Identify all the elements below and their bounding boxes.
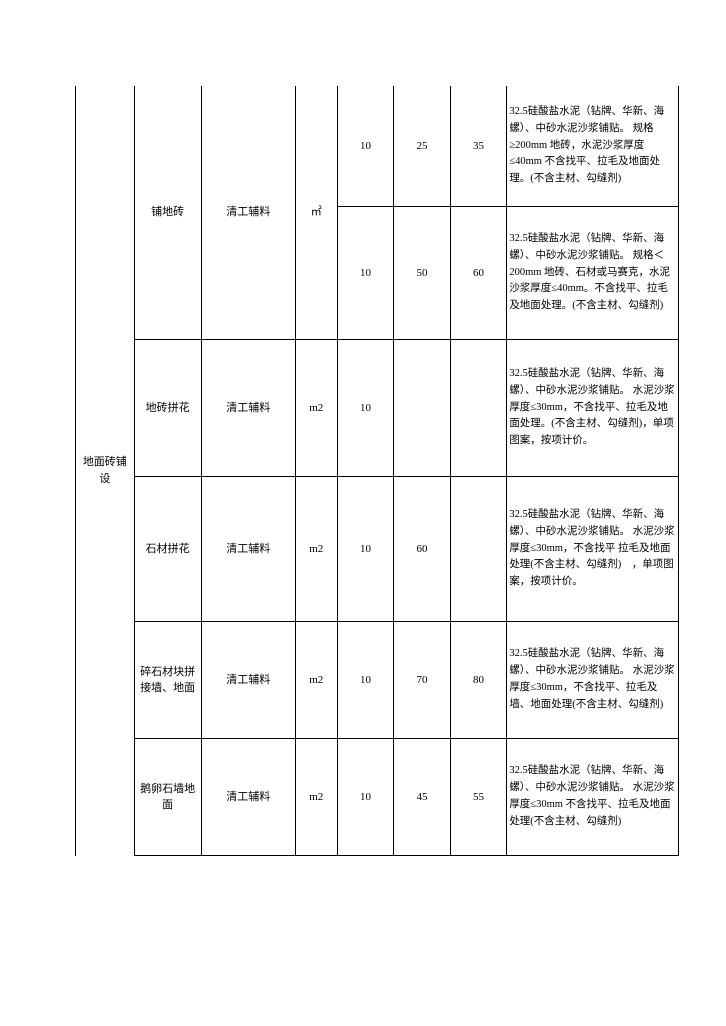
method-cell: 清工辅料 (201, 477, 295, 622)
val-cell: 60 (394, 477, 451, 622)
unit-cell: m2 (295, 477, 337, 622)
item-name: 铺地砖 (134, 86, 201, 340)
val-cell: 10 (337, 477, 394, 622)
table-row: 鹅卵石墙地面 清工辅料 m2 10 45 55 32.5硅酸盐水泥（钻牌、华新、… (76, 739, 679, 856)
method-cell: 清工辅料 (201, 622, 295, 739)
category-cell: 地面砖铺 设 (76, 86, 135, 856)
desc-cell: 32.5硅酸盐水泥（钻牌、华新、海螺）、中砂水泥沙浆铺贴。 水泥沙浆厚度≤30m… (507, 340, 679, 477)
val-cell: 25 (394, 86, 451, 207)
method-cell: 清工辅料 (201, 340, 295, 477)
table-row: 地砖拼花 清工辅料 m2 10 32.5硅酸盐水泥（钻牌、华新、海螺）、中砂水泥… (76, 340, 679, 477)
desc-cell: 32.5硅酸盐水泥（钻牌、华新、海螺）、中砂水泥沙浆铺贴。 水泥沙浆厚度≤30m… (507, 739, 679, 856)
val-cell: 60 (450, 207, 507, 340)
unit-cell: m2 (295, 739, 337, 856)
val-cell: 50 (394, 207, 451, 340)
unit-cell: m2 (295, 622, 337, 739)
unit-cell: m2 (295, 340, 337, 477)
val-cell (450, 477, 507, 622)
desc-cell: 32.5硅酸盐水泥（钻牌、华新、海螺）、中砂水泥沙浆铺贴。 规格≥200mm 地… (507, 86, 679, 207)
item-name: 碎石材块拼接墙、地面 (134, 622, 201, 739)
table-row: 石材拼花 清工辅料 m2 10 60 32.5硅酸盐水泥（钻牌、华新、海螺）、中… (76, 477, 679, 622)
val-cell (450, 340, 507, 477)
val-cell: 10 (337, 622, 394, 739)
desc-cell: 32.5硅酸盐水泥（钻牌、华新、海螺）、中砂水泥沙浆铺贴。 水泥沙浆厚度≤30m… (507, 477, 679, 622)
val-cell: 70 (394, 622, 451, 739)
unit-cell: ㎡ (295, 86, 337, 340)
val-cell: 55 (450, 739, 507, 856)
val-cell: 45 (394, 739, 451, 856)
table-row: 碎石材块拼接墙、地面 清工辅料 m2 10 70 80 32.5硅酸盐水泥（钻牌… (76, 622, 679, 739)
desc-cell: 32.5硅酸盐水泥（钻牌、华新、海螺）、中砂水泥沙浆铺贴。 水泥沙浆厚度≤30m… (507, 622, 679, 739)
item-name: 石材拼花 (134, 477, 201, 622)
pricing-table: 地面砖铺 设 铺地砖 清工辅料 ㎡ 10 25 35 32.5硅酸盐水泥（钻牌、… (75, 86, 679, 856)
val-cell: 10 (337, 86, 394, 207)
val-cell: 10 (337, 739, 394, 856)
val-cell: 80 (450, 622, 507, 739)
table-row: 地面砖铺 设 铺地砖 清工辅料 ㎡ 10 25 35 32.5硅酸盐水泥（钻牌、… (76, 86, 679, 207)
item-name: 地砖拼花 (134, 340, 201, 477)
val-cell (394, 340, 451, 477)
item-name: 鹅卵石墙地面 (134, 739, 201, 856)
val-cell: 35 (450, 86, 507, 207)
method-cell: 清工辅料 (201, 739, 295, 856)
page: 地面砖铺 设 铺地砖 清工辅料 ㎡ 10 25 35 32.5硅酸盐水泥（钻牌、… (0, 0, 726, 1026)
val-cell: 10 (337, 207, 394, 340)
val-cell: 10 (337, 340, 394, 477)
method-cell: 清工辅料 (201, 86, 295, 340)
desc-cell: 32.5硅酸盐水泥（钻牌、华新、海螺）、中砂水泥沙浆铺贴。 规格＜200mm 地… (507, 207, 679, 340)
